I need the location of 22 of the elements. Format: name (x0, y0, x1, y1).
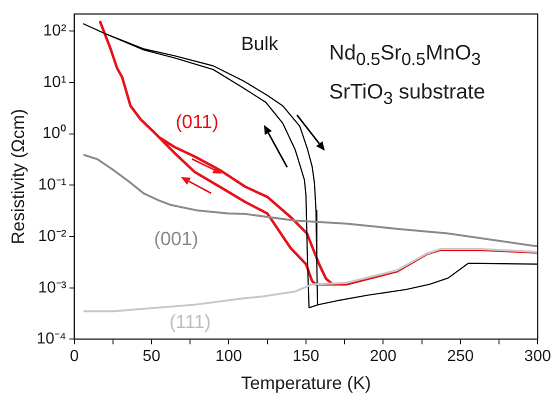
x-tick-label: 150 (292, 348, 320, 366)
series-label: (111) (169, 312, 211, 334)
series-label: (011) (176, 112, 219, 134)
y-tick-label: 10² (43, 22, 67, 40)
y-tick-label: 10⁰ (42, 124, 66, 142)
x-tick-label: 200 (370, 348, 397, 366)
x-tick-label: 50 (142, 348, 160, 366)
y-tick-label: 10⁻³ (38, 279, 67, 296)
series-label: (001) (154, 229, 198, 252)
y-tick-label: 10⁻¹ (38, 176, 66, 194)
x-tick-label: 300 (524, 348, 552, 366)
annotation: Nd$_{0.5}$Sr$_{0.5}$MnO$_{3}$ (329, 42, 481, 70)
y-tick-label: 10¹ (43, 74, 66, 91)
x-tick-label: 100 (215, 348, 242, 366)
series-label: Bulk (241, 34, 278, 56)
y-tick-label: 10⁻² (38, 228, 67, 245)
x-tick-label: 0 (70, 348, 79, 366)
y-axis-title: Resistivity (Ωcm) (8, 108, 28, 244)
x-tick-label: 250 (447, 348, 474, 366)
annotation: SrTiO$_{3}$ substrate (329, 80, 486, 108)
y-tick-label: 10⁻⁴ (36, 330, 66, 348)
x-axis-title: Temperature (K) (240, 373, 371, 394)
